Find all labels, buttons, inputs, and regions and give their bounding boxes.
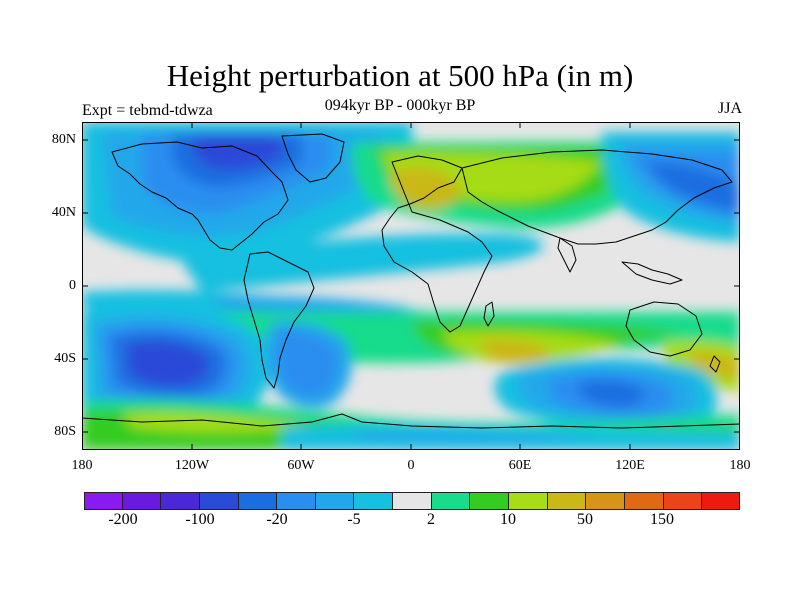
colorbar-swatch xyxy=(586,492,625,510)
colorbar-label: -100 xyxy=(185,511,215,528)
lon-label-120w: 120W xyxy=(174,458,210,473)
lat-label-40s: 40S xyxy=(54,351,76,366)
colorbar-swatch xyxy=(431,492,471,510)
lon-label-60w: 60W xyxy=(287,458,315,473)
colorbar-swatch xyxy=(470,492,510,510)
contour-field xyxy=(82,122,740,450)
lon-label-0: 0 xyxy=(407,458,415,473)
colorbar-swatch xyxy=(122,492,162,510)
lat-label-80n: 80N xyxy=(51,132,76,147)
colorbar-swatch xyxy=(663,492,703,510)
colorbar-swatch xyxy=(702,492,740,510)
lon-label-60e: 60E xyxy=(508,458,532,473)
colorbar-swatch xyxy=(199,492,239,510)
lat-label-eq: 0 xyxy=(69,278,76,293)
colorbar-swatch xyxy=(84,492,123,510)
colorbar-swatch xyxy=(547,492,587,510)
colorbar-label: -5 xyxy=(347,511,361,528)
colorbar-swatch xyxy=(277,492,316,510)
period-label: 094kyr BP - 000kyr BP xyxy=(324,97,476,114)
colorbar-swatch xyxy=(354,492,394,510)
colorbar xyxy=(84,492,740,510)
axis-ticks xyxy=(82,122,740,450)
colorbar-label: 2 xyxy=(427,511,435,528)
season-label: JJA xyxy=(717,100,742,117)
lat-label-40n: 40N xyxy=(51,205,76,220)
colorbar-swatch xyxy=(315,492,355,510)
colorbar-label: 150 xyxy=(650,511,674,528)
map-panel xyxy=(82,122,740,450)
colorbar-label: 50 xyxy=(577,511,593,528)
lon-label-180w: 180 xyxy=(71,458,93,473)
colorbar-label: -20 xyxy=(266,511,288,528)
colorbar-swatch xyxy=(161,492,200,510)
experiment-label: Expt = tebmd-tdwza xyxy=(82,102,213,119)
colorbar-label: 10 xyxy=(500,511,516,528)
lon-label-180e: 180 xyxy=(729,458,751,473)
plot-title: Height perturbation at 500 hPa (in m) xyxy=(166,58,634,93)
colorbar-swatch xyxy=(393,492,432,510)
colorbar-swatch xyxy=(624,492,664,510)
lat-label-80s: 80S xyxy=(54,424,76,439)
colorbar-swatch xyxy=(238,492,278,510)
colorbar-label: -200 xyxy=(108,511,138,528)
lon-label-120e: 120E xyxy=(615,458,645,473)
colorbar-swatch xyxy=(509,492,548,510)
